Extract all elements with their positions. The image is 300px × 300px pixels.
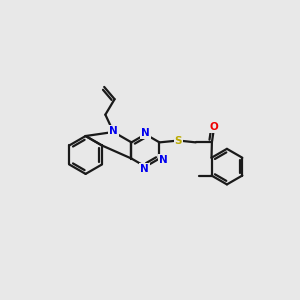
Text: N: N <box>141 128 150 138</box>
Text: N: N <box>109 126 118 136</box>
Text: O: O <box>209 122 218 132</box>
Text: N: N <box>159 155 168 165</box>
Text: N: N <box>140 164 149 174</box>
Text: S: S <box>175 136 182 146</box>
